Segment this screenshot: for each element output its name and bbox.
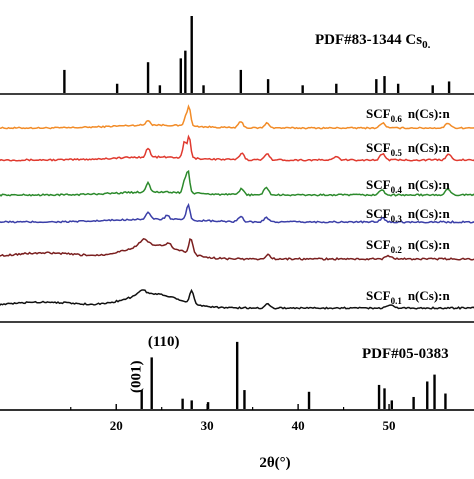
series-label-0.3: SCF0.3 n(Cs):n (366, 206, 450, 224)
series-curve-0.3 (0, 202, 474, 224)
x-tick-label-20: 20 (110, 418, 123, 433)
series-label-0.2: SCF0.2 n(Cs):n (366, 237, 450, 255)
series-label-subscript: 0.6 (391, 114, 403, 124)
reference-pattern-top (63, 16, 451, 93)
series-label-suffix: n(Cs):n (408, 106, 451, 121)
miller-index-110: (110) (148, 334, 180, 350)
series-label-subscript: 0.2 (391, 245, 403, 255)
series-label-name: SCF (366, 237, 391, 252)
x-tick-label-40: 40 (292, 418, 305, 433)
x-axis-title: 2θ(°) (259, 455, 290, 471)
ref-bottom-label: PDF#05-0383 (362, 346, 449, 362)
series-curve-0.5 (0, 134, 474, 162)
series-label-subscript: 0.5 (391, 148, 403, 158)
series-curve-0.1 (0, 288, 474, 310)
series-curves (0, 104, 474, 310)
series-label-suffix: n(Cs):n (408, 237, 451, 252)
series-curve-0.6 (0, 104, 474, 130)
x-axis-ticks: 20 30 40 50 (70, 404, 396, 433)
reference-pattern-bottom (140, 341, 447, 409)
series-label-suffix: n(Cs):n (408, 140, 451, 155)
ref-top-label-subscript: 0. (422, 39, 431, 51)
chart-labels: PDF#83-1344 Cs0. PDF#05-0383 (110)(001) SCF… (129, 32, 451, 393)
x-tick-label-30: 30 (201, 418, 214, 433)
x-tick-label-50: 50 (383, 418, 396, 433)
series-label-0.4: SCF0.4 n(Cs):n (366, 177, 450, 195)
ref-top-label: PDF#83-1344 Cs0. (315, 32, 431, 51)
miller-index-001: (001) (129, 361, 145, 394)
series-label-0.6: SCF0.6 n(Cs):n (366, 106, 450, 124)
series-label-suffix: n(Cs):n (408, 177, 451, 192)
series-label-suffix: n(Cs):n (408, 288, 451, 303)
series-label-name: SCF (366, 106, 391, 121)
series-label-name: SCF (366, 177, 391, 192)
series-label-subscript: 0.1 (391, 296, 403, 306)
series-label-suffix: n(Cs):n (408, 206, 451, 221)
series-curve-0.4 (0, 169, 474, 197)
series-label-subscript: 0.3 (391, 214, 403, 224)
series-label-name: SCF (366, 140, 391, 155)
series-label-name: SCF (366, 288, 391, 303)
series-label-0.1: SCF0.1 n(Cs):n (366, 288, 450, 306)
series-curve-0.2 (0, 237, 474, 261)
plot-frame (0, 409, 474, 411)
series-label-subscript: 0.4 (391, 185, 403, 195)
series-label-0.5: SCF0.5 n(Cs):n (366, 140, 450, 158)
series-label-name: SCF (366, 206, 391, 221)
